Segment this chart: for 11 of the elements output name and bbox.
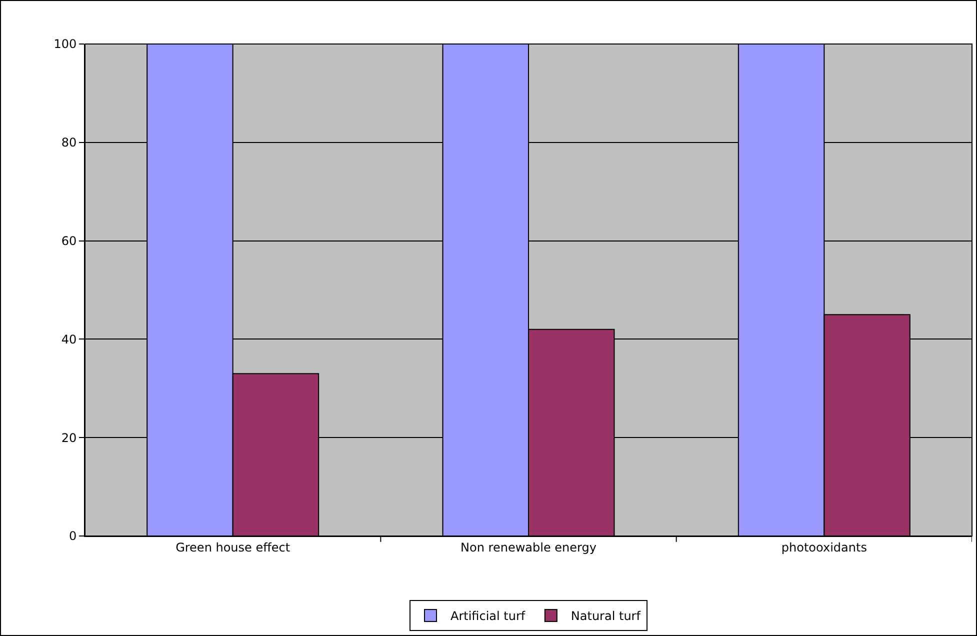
y-tick-label: 20 <box>61 430 77 445</box>
x-tick-label: Non renewable energy <box>460 540 596 554</box>
x-tick-label: Green house effect <box>176 540 290 554</box>
legend-label: Artificial turf <box>450 609 526 624</box>
y-tick-label: 60 <box>61 234 77 248</box>
y-tick-label: 80 <box>61 136 77 150</box>
y-tick-label: 100 <box>54 37 77 52</box>
y-tick-label: 40 <box>61 332 77 346</box>
x-tick-label: photooxidants <box>781 540 867 554</box>
legend-label: Natural turf <box>570 609 642 624</box>
y-tick-label: 0 <box>68 529 77 544</box>
